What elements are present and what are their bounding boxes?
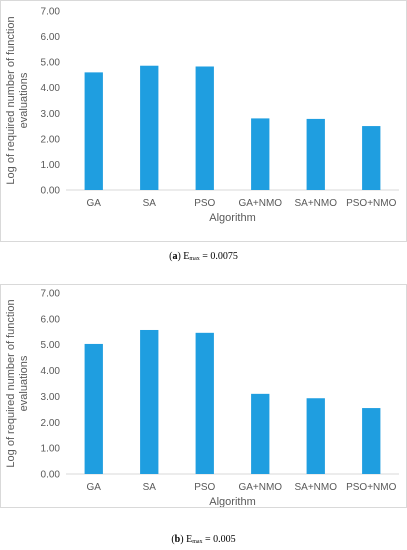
bar-pso	[195, 66, 214, 190]
y-tick-label: 3.00	[41, 109, 61, 120]
y-tick-label: 5.00	[41, 58, 61, 69]
bar-ga-nmo	[251, 393, 270, 474]
y-tick-label: 6.00	[41, 314, 61, 325]
y-tick-label: 0.00	[41, 186, 61, 197]
chart-b: 0.00 1.00 2.00 3.00 4.00 5.00 6.00 7.00 GA SA PSO G…	[0, 284, 407, 508]
y-tick-label: 4.00	[41, 83, 61, 94]
x-tick-label: PSO+NMO	[346, 482, 397, 493]
caption-b-letter: b	[174, 534, 181, 545]
y-axis-title: Log of required number of functionevalua…	[5, 16, 30, 184]
y-axis-title: Log of required number of functionevalua…	[5, 299, 30, 467]
chart-b-svg: 0.00 1.00 2.00 3.00 4.00 5.00 6.00 7.00 GA SA PSO G…	[5, 289, 399, 507]
bar-pso-nmo	[362, 126, 381, 190]
chart-a: 0.00 1.00 2.00 3.00 4.00 5.00 6.00 7.00 GA SA PSO G…	[0, 0, 407, 242]
caption-b-value: = 0.005	[202, 534, 236, 545]
x-tick-label: PSO	[194, 482, 215, 493]
bar-pso	[195, 332, 214, 474]
bar-pso-nmo	[362, 408, 381, 474]
x-tick-label: GA+NMO	[238, 198, 282, 209]
x-tick-label: PSO+NMO	[346, 198, 397, 209]
bar-ga	[84, 72, 103, 190]
y-tick-label: 7.00	[41, 289, 61, 300]
x-tick-label: GA	[87, 482, 102, 493]
y-tick-label: 3.00	[41, 392, 61, 403]
x-tick-label: SA+NMO	[294, 198, 337, 209]
x-axis-title: Algorithm	[209, 496, 255, 507]
x-tick-label: GA	[87, 198, 102, 209]
bar-ga	[84, 343, 103, 474]
x-tick-label: SA	[143, 482, 157, 493]
y-tick-label: 2.00	[41, 134, 61, 145]
caption-a: (a) Emax = 0.0075	[169, 251, 238, 262]
y-tick-label: 1.00	[41, 444, 61, 455]
y-tick-label: 6.00	[41, 32, 61, 43]
bar-ga-nmo	[251, 118, 270, 190]
caption-a-letter: a	[172, 251, 178, 262]
chart-a-svg: 0.00 1.00 2.00 3.00 4.00 5.00 6.00 7.00 GA SA PSO G…	[5, 7, 399, 224]
x-tick-label: GA+NMO	[238, 482, 282, 493]
x-tick-label: SA	[143, 198, 157, 209]
y-tick-label: 7.00	[41, 7, 61, 18]
bar-sa	[140, 65, 159, 190]
caption-b-var: E	[186, 534, 193, 545]
caption-a-value: = 0.0075	[199, 251, 238, 262]
caption-b-sub: max	[192, 539, 203, 545]
y-tick-label: 5.00	[41, 340, 61, 351]
x-tick-label: SA+NMO	[294, 482, 337, 493]
caption-a-sub: max	[189, 256, 200, 262]
caption-a-var: E	[183, 251, 190, 262]
caption-b: (b) Emax = 0.005	[171, 534, 236, 545]
x-axis-title: Algorithm	[209, 212, 255, 224]
y-tick-label: 1.00	[41, 160, 61, 171]
bar-sa-nmo	[306, 118, 325, 190]
y-tick-label: 0.00	[41, 470, 61, 481]
y-tick-label: 4.00	[41, 366, 61, 377]
bar-sa	[140, 329, 159, 474]
x-tick-label: PSO	[194, 198, 215, 209]
y-tick-label: 2.00	[41, 418, 61, 429]
bar-sa-nmo	[306, 398, 325, 474]
